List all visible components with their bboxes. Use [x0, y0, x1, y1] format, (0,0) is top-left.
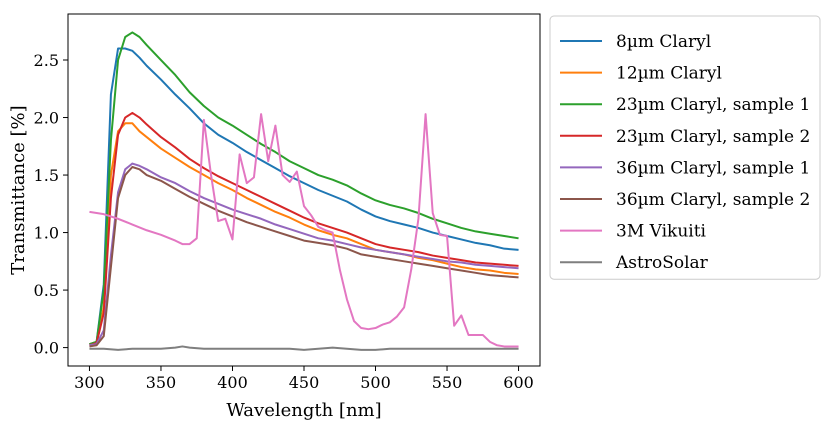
legend-entry: 3M Vikuiti: [616, 222, 707, 242]
x-tick-label: 500: [360, 373, 391, 392]
x-axis: 300 350 400 450 500 550 600: [74, 366, 534, 392]
x-tick-label: 300: [74, 373, 105, 392]
legend-entry: 23µm Claryl, sample 1: [616, 95, 810, 115]
series-line-7: [89, 113, 519, 348]
series-line-4: [89, 111, 519, 347]
legend-frame: [549, 15, 821, 280]
legend-entry: 8µm Claryl: [616, 32, 711, 52]
x-tick-label: 550: [432, 373, 463, 392]
series-line-6: [89, 165, 519, 348]
series-layer: [89, 31, 519, 351]
x-axis-label: Wavelength [nm]: [226, 400, 381, 421]
legend-entry: 12µm Claryl: [616, 64, 722, 84]
series-line-1: [89, 47, 519, 346]
series-line-2: [89, 122, 519, 346]
legend: 8µm Claryl 12µm Claryl 23µm Claryl, sample…: [549, 15, 821, 280]
y-tick-label: 0.0: [34, 339, 59, 358]
x-tick-label: 450: [289, 373, 320, 392]
legend-entry: 36µm Claryl, sample 2: [616, 190, 810, 210]
plot-frame: [67, 13, 541, 367]
y-axis: 0.0 0.5 1.0 1.5 2.0 2.5: [34, 51, 68, 358]
y-tick-label: 0.5: [34, 281, 59, 300]
legend-entry: 23µm Claryl, sample 2: [616, 127, 810, 147]
y-axis-label: Transmittance [%]: [8, 105, 29, 274]
x-tick-label: 600: [503, 373, 534, 392]
y-tick-label: 2.5: [34, 51, 59, 70]
series-line-3: [89, 31, 519, 346]
legend-entry: 36µm Claryl, sample 1: [616, 158, 810, 178]
y-tick-label: 1.5: [34, 166, 59, 185]
series-line-8: [89, 345, 519, 351]
y-tick-label: 2.0: [34, 109, 59, 128]
x-tick-label: 350: [146, 373, 177, 392]
y-tick-label: 1.0: [34, 224, 59, 243]
legend-entry: AstroSolar: [615, 253, 709, 273]
series-line-5: [89, 162, 519, 347]
x-tick-label: 400: [217, 373, 248, 392]
